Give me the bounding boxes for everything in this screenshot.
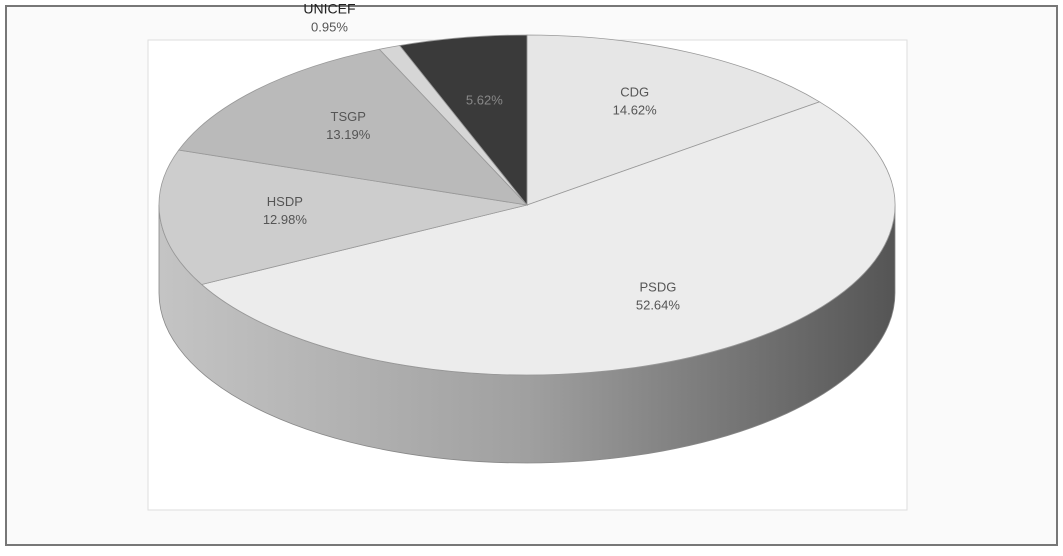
slice-value-label: 13.19% [326, 127, 371, 142]
slice-value-label: 12.98% [263, 212, 308, 227]
pie-slice [200, 101, 896, 376]
slice-label: PSDG [639, 280, 676, 295]
slice-value-label: 5.62% [466, 93, 503, 108]
slice-value-label: 0.95% [311, 19, 348, 34]
pie-slice [526, 34, 821, 206]
slice-value-label: 52.64% [636, 298, 681, 313]
slice-label: TSGP [331, 109, 366, 124]
slice-label: HSDP [267, 194, 303, 209]
pie-slice [158, 149, 528, 285]
slice-label: CDG [620, 84, 649, 99]
slice-value-label: 14.62% [613, 102, 658, 117]
slice-label: UNICEF [303, 0, 355, 16]
pie-slice [178, 48, 529, 206]
pie-slice [399, 34, 528, 207]
